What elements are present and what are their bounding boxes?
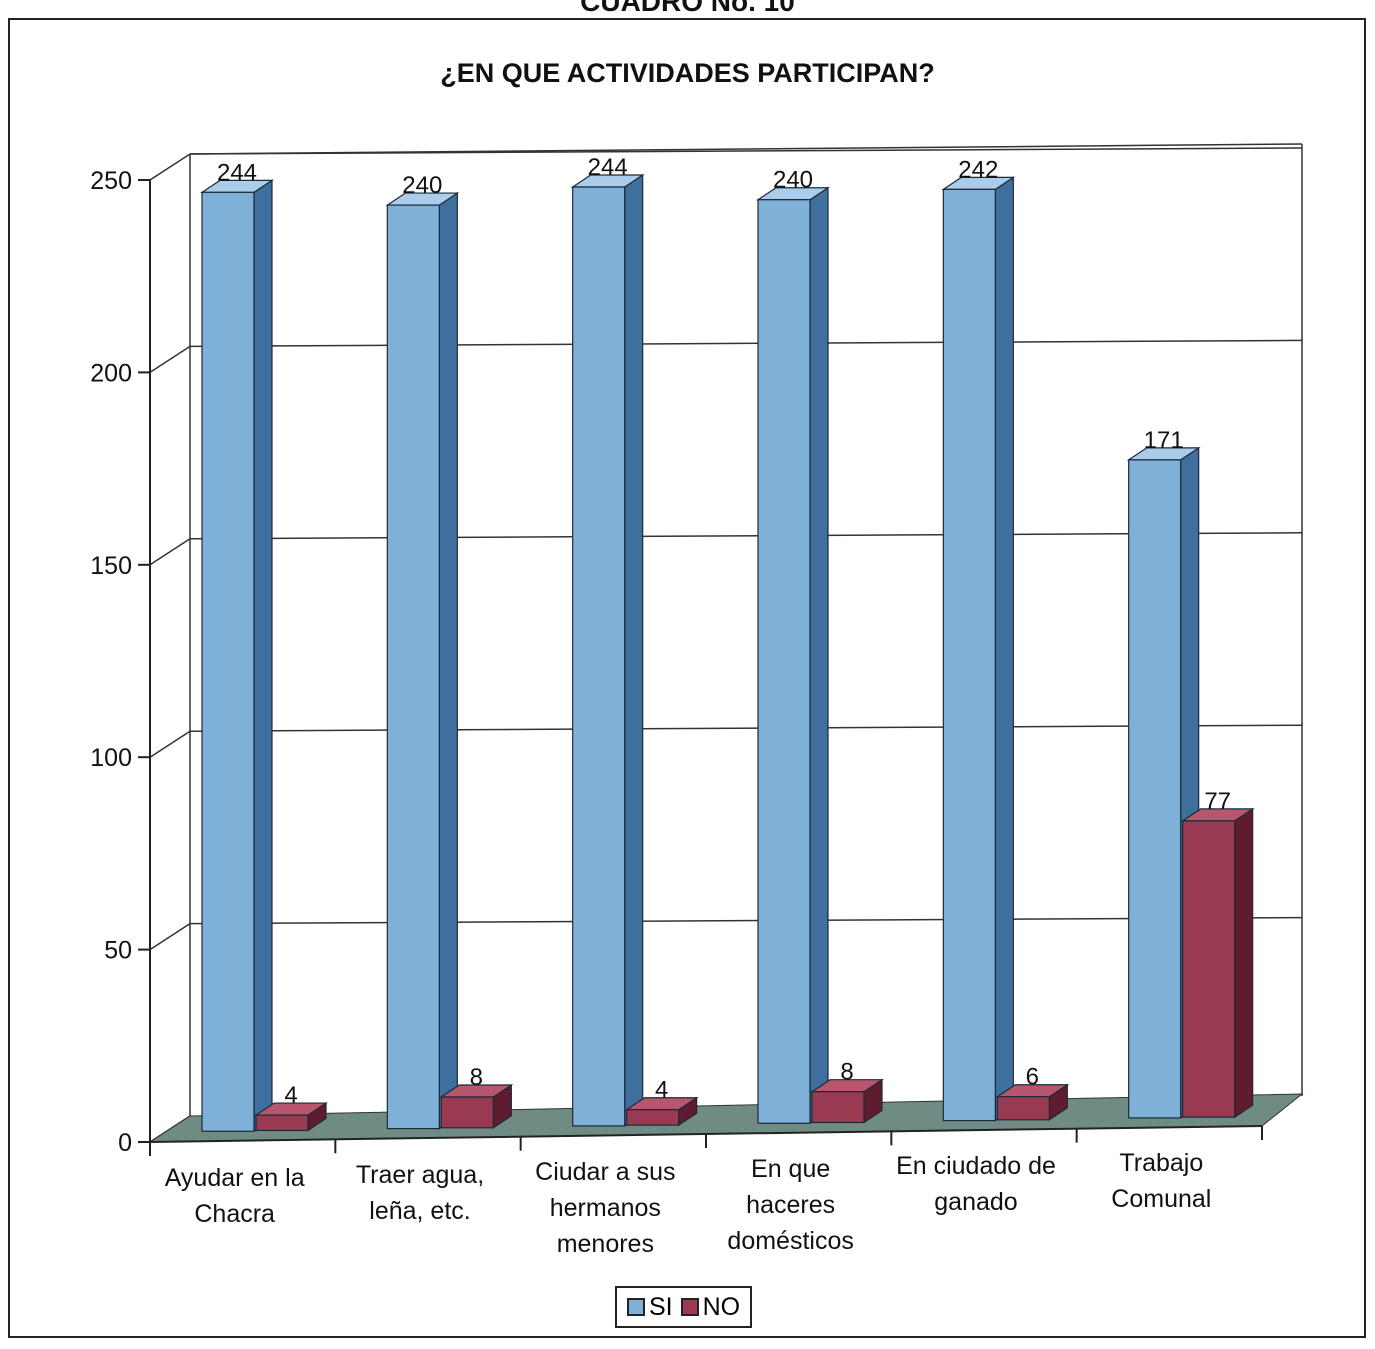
bar-no-front (1182, 820, 1236, 1118)
gridline-depth (149, 922, 191, 951)
legend-item-si: SI (627, 1293, 673, 1322)
gridline-depth (149, 153, 191, 181)
back-wall-top (189, 143, 1303, 155)
bar-no-front (255, 1114, 309, 1132)
data-label-si: 240 (402, 172, 442, 199)
data-label-si: 171 (1144, 427, 1184, 454)
bar-si-side (809, 186, 829, 1125)
axes: 0 50 100 150 200 250 (90, 167, 1263, 1157)
bar-no-front (440, 1096, 494, 1129)
bar-no-front (626, 1109, 680, 1126)
gridlines (149, 143, 1303, 1143)
gridline-depth (149, 345, 191, 374)
bar-si-front (942, 188, 996, 1122)
y-tick-label: 150 (90, 552, 132, 580)
bar-no (624, 1096, 699, 1127)
bar-si (385, 191, 460, 1130)
data-label-si: 240 (773, 167, 813, 194)
bars (200, 173, 1255, 1133)
chart-title: ¿EN QUE ACTIVIDADES PARTICIPAN? (440, 58, 935, 88)
x-tick-label: En que haceres domésticos (727, 1155, 854, 1255)
gridline (189, 724, 1303, 732)
bar-si-side (253, 179, 273, 1133)
legend-swatch-si (627, 1298, 645, 1316)
figure-caption: CUADRO No. 10 (580, 0, 795, 17)
data-label-si: 244 (588, 154, 628, 181)
bar-no (439, 1083, 514, 1129)
gridline (189, 339, 1303, 348)
x-tick-label: Ciudar a sus hermanos menores (535, 1158, 676, 1258)
y-tick-label: 100 (90, 744, 132, 772)
bar-si-front (1128, 459, 1182, 1119)
x-tick-label: Traer agua, leña, etc. (355, 1161, 485, 1225)
bar-si-front (757, 199, 811, 1124)
bar-si-front (201, 191, 255, 1132)
data-label-si: 244 (217, 159, 257, 186)
gridline-depth (149, 730, 191, 758)
y-tick-label: 50 (104, 937, 132, 965)
data-label-no: 4 (655, 1077, 668, 1104)
data-label-no: 77 (1204, 788, 1231, 815)
legend-label-no: NO (702, 1292, 741, 1321)
bar-si (570, 173, 645, 1128)
y-tick-label: 0 (118, 1129, 132, 1157)
data-label-no: 6 (1026, 1064, 1039, 1091)
bar-no-side (1234, 807, 1254, 1119)
gridline (189, 532, 1303, 540)
bar-no (254, 1101, 328, 1132)
data-label-no: 4 (284, 1082, 297, 1109)
bar-no (995, 1083, 1070, 1121)
bar-si-front (572, 186, 626, 1127)
gridline-depth (149, 538, 191, 566)
y-tick-label: 200 (90, 359, 132, 387)
x-tick-label: En ciudado de ganado (896, 1152, 1056, 1216)
data-label-no: 8 (470, 1064, 483, 1091)
bar-si-side (438, 191, 458, 1130)
bar-no-front (996, 1096, 1050, 1121)
data-label-no: 8 (840, 1059, 853, 1086)
legend: SI NO (615, 1286, 753, 1328)
bar-si-side (994, 176, 1014, 1122)
legend-swatch-no (680, 1298, 699, 1316)
bar-no (810, 1078, 884, 1124)
bar-si-front (386, 204, 440, 1130)
bar-si (941, 176, 1016, 1122)
legend-item-no: NO (680, 1292, 741, 1322)
bar-si-side (624, 173, 644, 1128)
x-tick-label: Ayudar en la Chacra (164, 1164, 305, 1228)
x-tick-label: Trabajo Comunal (1111, 1149, 1212, 1213)
bar-si (200, 179, 274, 1133)
legend-label-si: SI (649, 1292, 673, 1321)
data-label-si: 242 (958, 156, 998, 183)
gridline (189, 916, 1303, 925)
bar-no-front (811, 1091, 865, 1124)
data-labels: 244 4 240 8 244 4 240 8 242 6 171 77 (217, 154, 1231, 1109)
bar-si (756, 186, 830, 1125)
bar-no (1180, 807, 1255, 1119)
y-tick-label: 250 (90, 167, 132, 195)
